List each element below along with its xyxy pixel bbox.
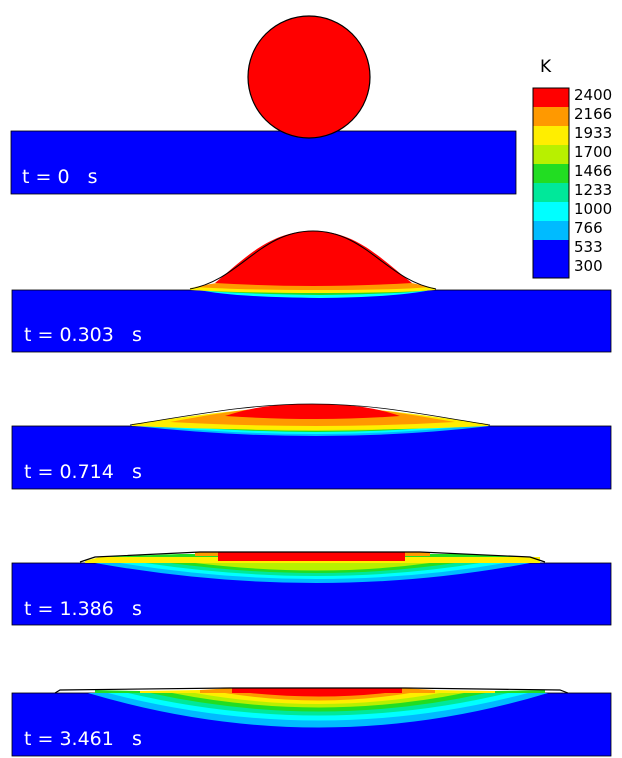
time-label-t0: t = 0 s bbox=[22, 166, 98, 188]
colorbar-label-533: 533 bbox=[574, 238, 603, 256]
splat-t1386 bbox=[79, 551, 546, 583]
splat-outline-t0303 bbox=[189, 230, 437, 290]
splat-t0303 bbox=[189, 230, 437, 298]
splat-core-red-t0714 bbox=[225, 404, 400, 419]
colorbar-label-2400: 2400 bbox=[574, 86, 612, 104]
colorbar-swatch-533 bbox=[533, 240, 569, 259]
colorbar-label-1233: 1233 bbox=[574, 181, 612, 199]
panel-t0303: t = 0.303 s bbox=[11, 230, 612, 353]
time-label-t1386: t = 1.386 s bbox=[24, 598, 142, 620]
splat-outline-t3461 bbox=[54, 687, 569, 694]
time-label-t0303: t = 0.303 s bbox=[24, 324, 142, 346]
colorbar-label-1700: 1700 bbox=[574, 143, 612, 161]
colorbar-swatch-1700 bbox=[533, 145, 569, 164]
substrate-t0714 bbox=[11, 425, 612, 490]
colorbar-swatch-1466 bbox=[533, 164, 569, 183]
colorbar-label-1000: 1000 bbox=[574, 200, 612, 218]
splat-outline-t0714 bbox=[129, 403, 491, 426]
colorbar-frame bbox=[532, 87, 570, 279]
panel-t3461: t = 3.461 s bbox=[11, 687, 612, 757]
splat-top-green-t3461 bbox=[95, 690, 545, 693]
panel-t0714: t = 0.714 s bbox=[11, 403, 612, 490]
splat-outline-t1386 bbox=[79, 551, 546, 563]
colorbar-label-300: 300 bbox=[574, 257, 603, 275]
splat-top-red-t3461 bbox=[232, 688, 402, 693]
substrate-t0 bbox=[10, 130, 517, 195]
colorbar-swatch-1933 bbox=[533, 126, 569, 145]
colorbar-label-2166: 2166 bbox=[574, 105, 612, 123]
colorbar-swatch-300 bbox=[533, 259, 569, 278]
colorbar-label-1466: 1466 bbox=[574, 162, 612, 180]
colorbar-swatch-2400 bbox=[533, 88, 569, 107]
splat-t3461 bbox=[54, 687, 569, 728]
colorbar-label-766: 766 bbox=[574, 219, 603, 237]
time-label-t3461: t = 3.461 s bbox=[24, 728, 142, 750]
panel-t1386: t = 1.386 s bbox=[11, 551, 612, 626]
splat-core-red-t1386 bbox=[218, 552, 405, 561]
droplet-sphere-t0 bbox=[247, 15, 371, 139]
splat-t0714 bbox=[129, 403, 491, 436]
splat-top-orange-t3461 bbox=[200, 688, 435, 693]
splat-top-yellow-t3461 bbox=[140, 690, 495, 693]
splat-core-red-t0303 bbox=[215, 231, 412, 286]
colorbar-unit: K bbox=[540, 57, 552, 77]
substrate-t0303 bbox=[11, 289, 612, 353]
panel-t0: t = 0 s bbox=[10, 15, 517, 195]
colorbar-swatch-2166 bbox=[533, 107, 569, 126]
colorbar-swatch-1233 bbox=[533, 183, 569, 202]
colorbar-swatch-1000 bbox=[533, 202, 569, 221]
colorbar-swatch-766 bbox=[533, 221, 569, 240]
splat-layer-lime-t1386 bbox=[195, 563, 430, 571]
splat-core-red-t3461 bbox=[250, 693, 385, 697]
time-label-t0714: t = 0.714 s bbox=[24, 461, 142, 483]
colorbar-label-1933: 1933 bbox=[574, 124, 612, 142]
